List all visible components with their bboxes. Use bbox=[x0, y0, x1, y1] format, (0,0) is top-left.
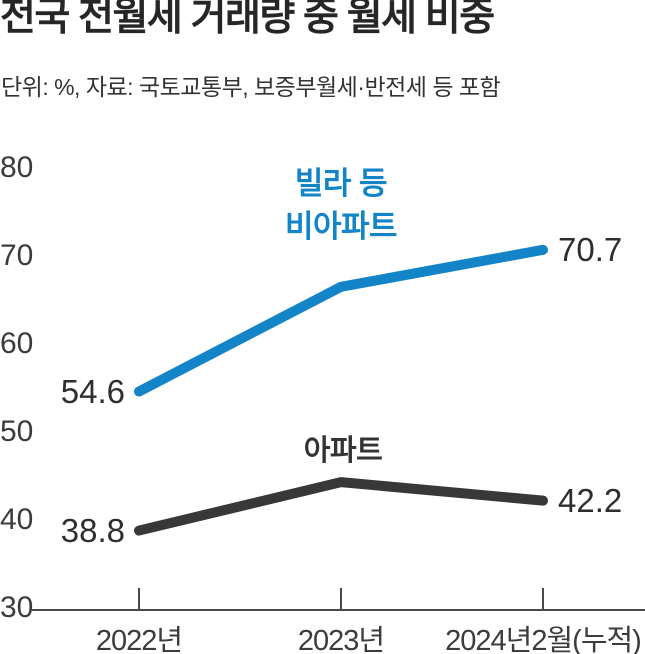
chart-title: 전국 전월세 거래량 중 월세 비중 bbox=[0, 0, 495, 39]
series-label-non-apartment-line-1: 비아파트 bbox=[284, 209, 398, 244]
series-label-non-apartment-line-0: 빌라 등 bbox=[294, 166, 388, 201]
value-label-apartment-start: 38.8 bbox=[60, 511, 125, 549]
chart-subtitle: 단위: %, 자료: 국토교통부, 보증부월세·반전세 등 포함 bbox=[1, 74, 501, 100]
x-category-label-1: 2023년 bbox=[297, 625, 385, 654]
value-label-apartment-end: 42.2 bbox=[558, 481, 623, 519]
series-line-non-apartment bbox=[134, 244, 548, 397]
y-tick-label-80: 80 bbox=[0, 151, 34, 184]
y-tick-label-50: 50 bbox=[0, 415, 34, 448]
x-category-label-2: 2024년2월(누적) bbox=[445, 625, 642, 654]
series-line-apartment bbox=[134, 477, 548, 536]
value-label-non-apartment-start: 54.6 bbox=[60, 372, 125, 410]
y-tick-label-60: 60 bbox=[0, 327, 34, 360]
series-label-apartment: 아파트 bbox=[303, 435, 383, 467]
y-tick-label-40: 40 bbox=[0, 503, 34, 536]
value-label-non-apartment-end: 70.7 bbox=[558, 230, 623, 268]
y-tick-label-70: 70 bbox=[0, 239, 34, 272]
x-category-label-0: 2022년 bbox=[95, 625, 183, 654]
y-tick-label-30: 30 bbox=[0, 591, 34, 624]
